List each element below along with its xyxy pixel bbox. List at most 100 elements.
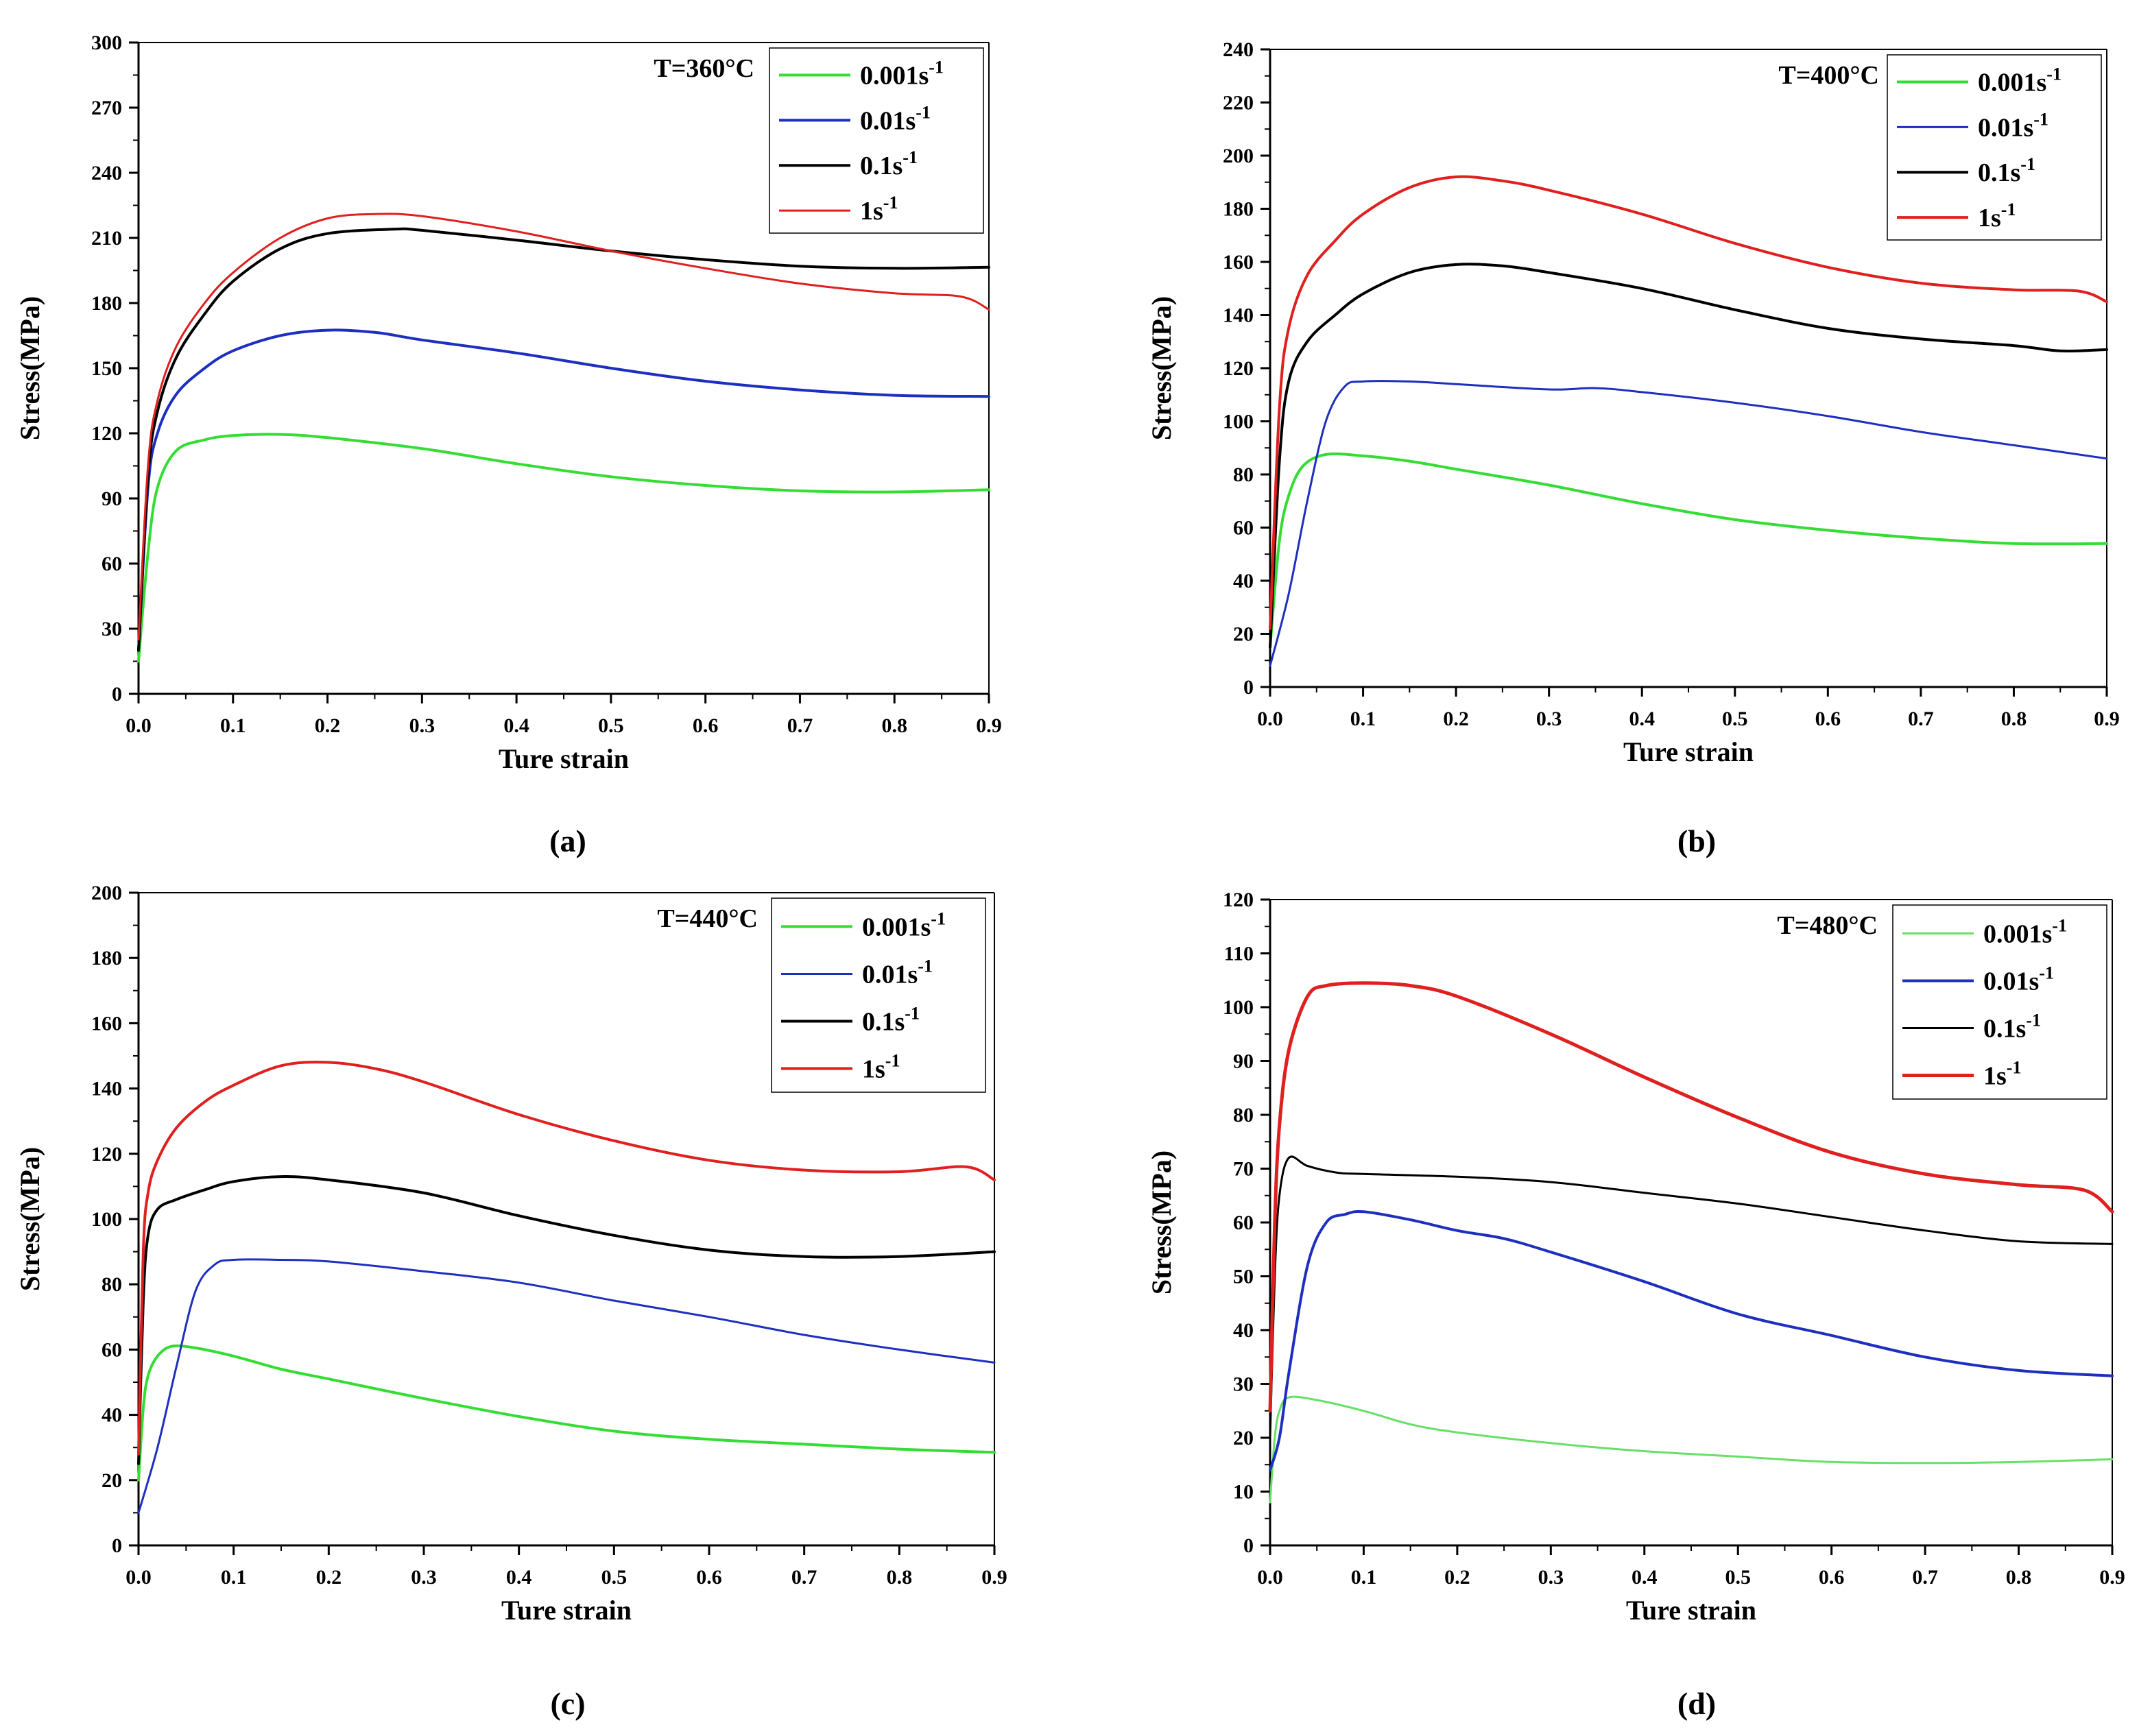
y-tick-label: 160: [91, 1012, 122, 1035]
y-tick-label: 60: [101, 1338, 122, 1361]
y-tick-label: 140: [1223, 304, 1254, 327]
x-tick-label: 0.4: [506, 1566, 532, 1589]
y-tick-label: 80: [1233, 1104, 1254, 1126]
y-tick-label: 0: [1243, 676, 1254, 699]
x-tick-label: 0.3: [1536, 708, 1562, 730]
y-axis-title: Stress(MPa): [14, 296, 45, 440]
series-line-0: [137, 433, 990, 663]
x-tick-label: 0.7: [1912, 1566, 1938, 1589]
y-tick-label: 180: [91, 292, 122, 315]
y-tick-label: 0: [1243, 1534, 1254, 1557]
y-tick-label: 200: [91, 882, 122, 904]
y-tick-label: 10: [1233, 1481, 1254, 1504]
series-line-2: [137, 1175, 996, 1465]
x-tick-label: 0.5: [1722, 708, 1748, 730]
y-tick-label: 50: [1233, 1266, 1254, 1288]
y-tick-label: 270: [91, 97, 122, 119]
y-tick-label: 150: [91, 357, 122, 380]
x-tick-label: 0.8: [2006, 1566, 2032, 1589]
x-axis-title: Ture strain: [501, 1595, 632, 1626]
x-tick-label: 0.1: [220, 714, 246, 737]
series-line-1: [1269, 1209, 2114, 1472]
y-tick-label: 240: [1223, 38, 1254, 61]
x-tick-label: 0.5: [598, 714, 624, 737]
y-tick-label: 20: [1233, 1427, 1254, 1449]
legend-label-3: 1s-1: [862, 1050, 900, 1083]
y-tick-label: 60: [101, 553, 122, 575]
y-axis-title: Stress(MPa): [1146, 296, 1177, 440]
x-tick-label: 0.5: [601, 1566, 628, 1589]
x-tick-label: 0.3: [1538, 1566, 1564, 1589]
x-tick-label: 0.1: [1350, 708, 1376, 730]
y-tick-label: 120: [1223, 889, 1254, 911]
y-tick-label: 20: [1233, 623, 1254, 646]
y-tick-label: 160: [1223, 251, 1254, 274]
temperature-label: T=480°C: [1777, 911, 1878, 940]
x-tick-label: 0.8: [887, 1566, 913, 1589]
y-tick-label: 120: [91, 422, 122, 445]
y-tick-label: 40: [1233, 1319, 1254, 1342]
x-axis-title: Ture strain: [1626, 1595, 1756, 1626]
y-tick-label: 0: [112, 683, 122, 706]
x-axis-title: Ture strain: [499, 743, 629, 774]
x-tick-label: 0.7: [1908, 708, 1934, 730]
panel-d: 0 10 20 30 40 50 60 70 80 90 100 110 120 0.0 0.1 0.2 0.3…: [1146, 889, 2125, 1626]
y-tick-label: 210: [91, 227, 122, 250]
series-line-3: [137, 1061, 996, 1456]
y-tick-label: 220: [1223, 92, 1254, 114]
x-tick-label: 0.8: [881, 714, 907, 737]
legend-box: [769, 47, 984, 234]
y-tick-label: 300: [91, 32, 122, 54]
legend-box: [1892, 904, 2107, 1100]
x-tick-label: 0.0: [1257, 708, 1283, 730]
y-tick-label: 100: [1223, 996, 1254, 1019]
y-tick-label: 200: [1223, 145, 1254, 167]
panel-c: 0 20 40 60 80 100 120 140 160 180 200 0.0 0.1 0.2 0.3 0…: [14, 882, 1007, 1626]
y-tick-label: 30: [1233, 1373, 1254, 1396]
panel-a: 0 30 60 90 120 150 180 210 240 270 300 0.0 0.1 0.2 0.3…: [14, 32, 1002, 774]
x-tick-label: 0.5: [1725, 1566, 1751, 1589]
y-tick-label: 100: [91, 1208, 122, 1231]
y-tick-label: 90: [1233, 1050, 1254, 1073]
x-tick-label: 0.2: [1443, 708, 1469, 730]
series-line-3: [137, 213, 990, 641]
x-tick-label: 0.0: [1257, 1566, 1283, 1589]
x-tick-label: 0.8: [2001, 708, 2027, 730]
y-axis-title: Stress(MPa): [1146, 1150, 1177, 1294]
caption-b: (b): [1677, 823, 1716, 858]
x-tick-label: 0.2: [1444, 1566, 1470, 1589]
x-tick-label: 0.6: [693, 714, 719, 737]
x-tick-label: 0.0: [126, 1566, 152, 1589]
temperature-label: T=360°C: [654, 54, 754, 83]
y-tick-label: 140: [91, 1078, 122, 1100]
x-tick-label: 0.3: [411, 1566, 437, 1589]
x-tick-label: 0.1: [1351, 1566, 1377, 1589]
x-tick-label: 0.6: [1815, 708, 1841, 730]
temperature-label: T=440°C: [657, 904, 758, 933]
series-line-2: [1269, 263, 2108, 649]
x-tick-label: 0.7: [787, 714, 813, 737]
series-line-2: [137, 227, 990, 652]
series-line-0: [1269, 1395, 2114, 1504]
y-tick-label: 0: [112, 1534, 122, 1557]
y-tick-label: 70: [1233, 1158, 1254, 1181]
x-tick-label: 0.6: [1819, 1566, 1845, 1589]
series-line-1: [1269, 380, 2108, 667]
y-tick-label: 40: [1233, 570, 1254, 592]
legend-label-2: 0.1s-1: [862, 1003, 920, 1036]
x-tick-label: 0.9: [976, 714, 1002, 737]
caption-c: (c): [550, 1686, 585, 1721]
y-tick-label: 100: [1223, 411, 1254, 433]
y-tick-label: 80: [101, 1273, 122, 1296]
x-tick-label: 0.3: [409, 714, 435, 737]
series-line-1: [137, 1258, 996, 1514]
x-tick-label: 0.2: [315, 714, 341, 737]
y-tick-label: 240: [91, 162, 122, 184]
y-tick-label: 180: [1223, 198, 1254, 221]
x-tick-label: 0.4: [503, 714, 529, 737]
x-tick-label: 0.7: [791, 1566, 817, 1589]
x-tick-label: 0.6: [696, 1566, 722, 1589]
series-line-0: [137, 1344, 996, 1482]
series-line-2: [1269, 1155, 2114, 1439]
